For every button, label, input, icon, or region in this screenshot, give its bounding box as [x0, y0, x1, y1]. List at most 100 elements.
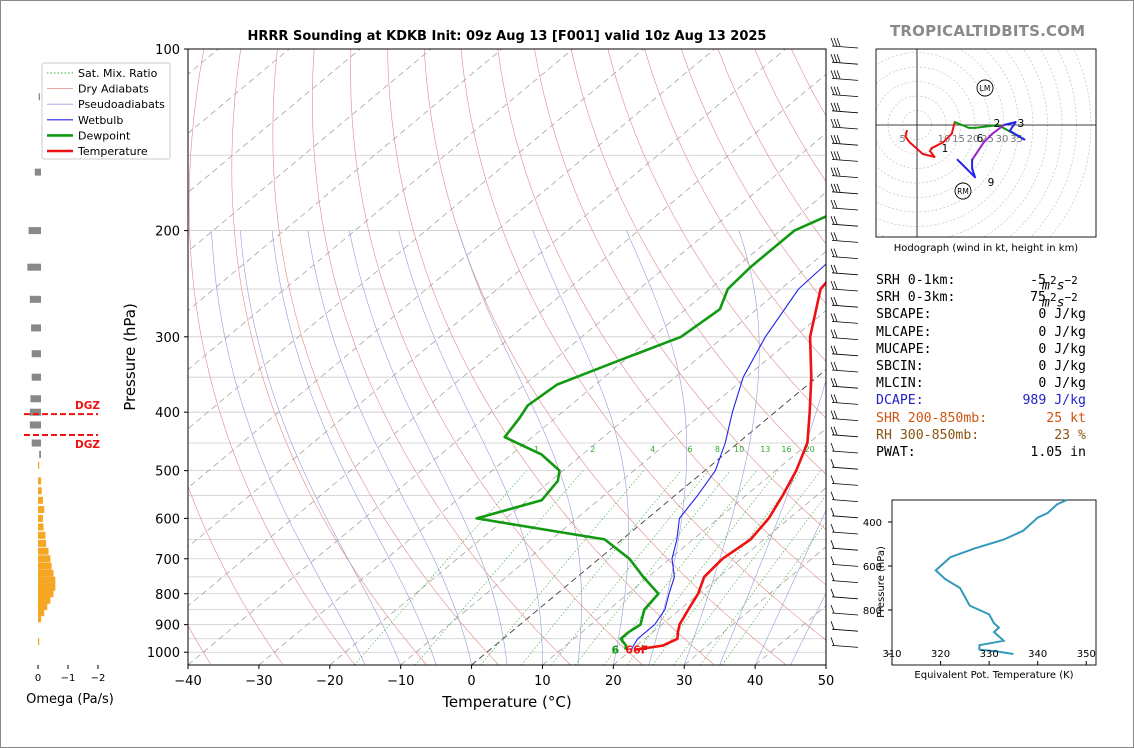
omega-bar — [28, 227, 41, 235]
wind-barb — [830, 637, 859, 648]
isotherm-line — [188, 49, 715, 489]
mixing-ratio-label: 2 — [590, 445, 595, 454]
wind-barb-flag — [836, 70, 841, 79]
wind-barb-flag — [833, 70, 838, 79]
stat-value: 75 — [1030, 290, 1046, 306]
isotherm-line — [188, 49, 644, 430]
wind-barb-staff — [831, 645, 859, 648]
wind-barb-staff — [831, 369, 859, 373]
hodograph-ring-label: 30 — [996, 134, 1009, 145]
wind-barb-staff — [831, 450, 859, 454]
wind-barb-flag — [833, 118, 838, 128]
hodograph-segment — [1003, 121, 1017, 126]
wind-barb — [830, 361, 859, 373]
hodograph-segment — [971, 141, 985, 161]
wind-barb-flag — [836, 102, 841, 111]
wind-barb — [830, 151, 859, 162]
dewpoint-profile — [475, 214, 826, 650]
wind-barb-flag — [833, 135, 838, 144]
wind-barb-staff — [831, 547, 859, 551]
wind-barb-flag — [836, 86, 841, 95]
hodograph-segment — [953, 121, 971, 129]
dry-adiabat — [387, 49, 715, 665]
isotherm-line — [613, 487, 826, 665]
theta-e-frame — [891, 499, 1097, 666]
pseudoadiabat — [532, 230, 630, 665]
wind-barb-staff — [831, 272, 859, 276]
wind-barb — [830, 86, 859, 97]
omega-tick-label: −2 — [91, 673, 106, 684]
wind-barb-flag — [833, 297, 838, 306]
isotherm-line — [188, 49, 432, 252]
wind-barb-flag — [830, 232, 835, 241]
wind-barb — [830, 378, 859, 389]
mixing-ratio-line — [603, 470, 757, 665]
wind-barb-flag — [833, 54, 838, 63]
hodograph-frame — [875, 48, 1097, 238]
stat-label: MLCIN: — [876, 376, 924, 392]
theta-e-profile — [934, 499, 1068, 655]
wind-barb — [830, 523, 859, 535]
wind-barb — [830, 459, 859, 470]
mixing-ratio-line — [721, 521, 826, 665]
omega-bar — [38, 539, 47, 547]
isotherm-line — [188, 73, 826, 607]
y-tick-label: 800 — [155, 588, 180, 603]
stat-label: MUCAPE: — [876, 341, 932, 357]
hodograph-area: 5101520253035 — [876, 49, 1096, 237]
omega-bar — [38, 569, 54, 577]
hodograph-segment — [974, 124, 1000, 129]
stat-label: SBCAPE: — [876, 307, 932, 323]
x-axis-label: Temperature (°C) — [441, 693, 571, 711]
stat-label: SBCIN: — [876, 358, 924, 374]
wind-barb-flag — [833, 216, 838, 225]
wind-barb-flag — [830, 523, 835, 533]
y-tick-label: 400 — [155, 406, 180, 421]
wind-barb-flag — [830, 540, 835, 549]
wind-barb-flag — [833, 183, 838, 192]
wind-barb-flag — [830, 621, 835, 630]
stat-row: RH 300-850mb: 23 % — [876, 427, 1106, 444]
x-tick-label: −20 — [316, 674, 343, 689]
theta-e-x-tick-label: 330 — [980, 649, 999, 660]
isotherm-line — [683, 546, 826, 665]
omega-bar — [38, 562, 52, 570]
brand-watermark: TROPICALTIDBITS.COM — [890, 22, 1086, 40]
wind-barb-flag — [830, 102, 835, 111]
storm-motion-marker — [976, 79, 994, 97]
wind-barb — [830, 297, 859, 308]
y-tick-label: 500 — [155, 465, 180, 480]
theta-e-y-tick-label: 800 — [863, 606, 882, 617]
omega-tick-label: −1 — [61, 673, 76, 684]
wind-barb — [830, 572, 859, 583]
x-tick-label: 20 — [605, 674, 622, 689]
mixing-ratio-label: 4 — [650, 445, 655, 454]
wind-barb — [830, 588, 859, 600]
wind-barb-flag — [836, 135, 841, 144]
wind-barb-flag — [830, 86, 835, 95]
wind-barb — [830, 232, 859, 243]
wind-barb-flag — [833, 86, 838, 95]
mixing-ratio-line — [480, 470, 644, 665]
hodograph-ring-label: 5 — [899, 134, 905, 145]
theta-e-x-tick-label: 320 — [931, 649, 950, 660]
wind-barb — [830, 54, 859, 65]
mixing-ratio-line — [673, 470, 821, 665]
wind-barb-staff — [831, 466, 859, 470]
wind-barb-flag — [830, 297, 835, 306]
wind-barb-staff — [831, 564, 859, 567]
stat-row: SBCAPE: 0 J/kg — [876, 306, 1106, 323]
wind-barb-staff — [831, 175, 859, 178]
pseudoadiabat — [349, 230, 508, 665]
pseudoadiabat — [211, 230, 366, 665]
wind-barb — [830, 410, 859, 421]
wind-barb-staff — [831, 353, 859, 357]
omega-bar — [38, 590, 54, 598]
stat-value: 0 J/kg — [1038, 324, 1086, 340]
stat-row: SRH 0-3km: 75 m2s−2 — [876, 289, 1106, 310]
wind-barb-flag — [830, 199, 835, 209]
storm-motion-marker — [954, 182, 972, 200]
wind-barb-staff — [831, 288, 859, 292]
wind-barb-staff — [831, 61, 859, 65]
